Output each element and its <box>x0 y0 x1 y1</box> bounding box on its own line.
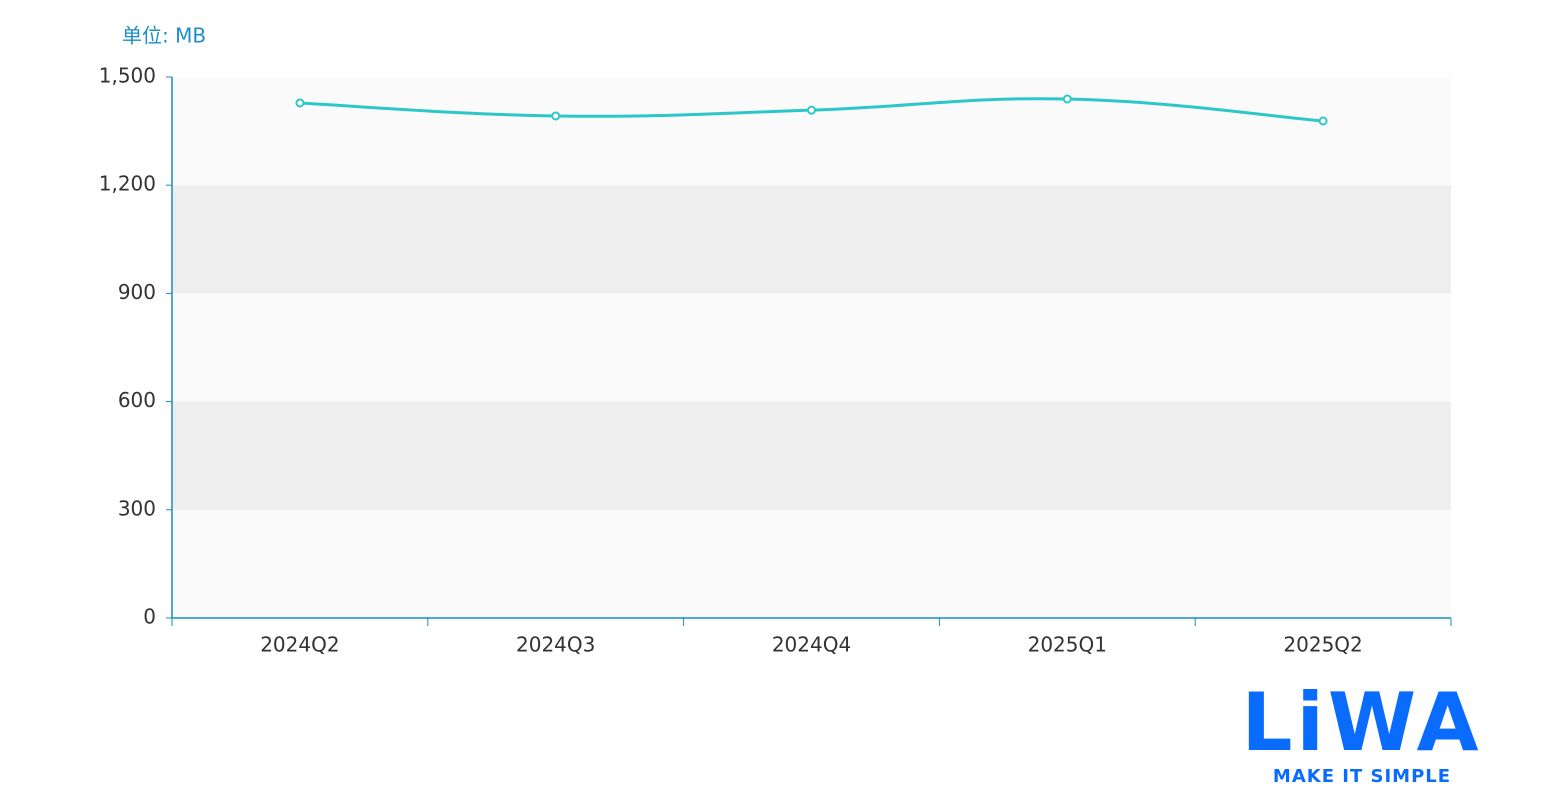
grid-band <box>172 509 1451 618</box>
point <box>1062 94 1072 104</box>
logo-tagline: MAKE IT SIMPLE <box>1273 766 1451 787</box>
grid-band <box>172 77 1451 186</box>
x-tick-label: 2024Q2 <box>260 633 339 657</box>
y-tick-label: 1,500 <box>99 64 156 88</box>
y-tick-label: 0 <box>143 605 156 629</box>
y-tick-label: 900 <box>118 280 156 304</box>
point <box>551 111 561 121</box>
point <box>807 105 816 115</box>
grid-band <box>172 401 1451 510</box>
y-tick-label: 600 <box>118 388 156 412</box>
y-tick-label: 1,200 <box>99 172 156 196</box>
grid-band <box>172 293 1451 402</box>
point <box>1318 116 1328 126</box>
x-tick-label: 2025Q2 <box>1283 633 1362 657</box>
x-tick-label: 2025Q1 <box>1028 633 1107 657</box>
point <box>295 98 305 108</box>
y-axis-label: 单位: MB <box>122 24 206 48</box>
grid-band <box>172 185 1451 294</box>
y-tick-label: 300 <box>118 496 156 520</box>
logo-text: LiWA <box>1242 676 1483 769</box>
x-tick-label: 2024Q4 <box>772 633 851 657</box>
x-tick-label: 2024Q3 <box>516 633 595 657</box>
